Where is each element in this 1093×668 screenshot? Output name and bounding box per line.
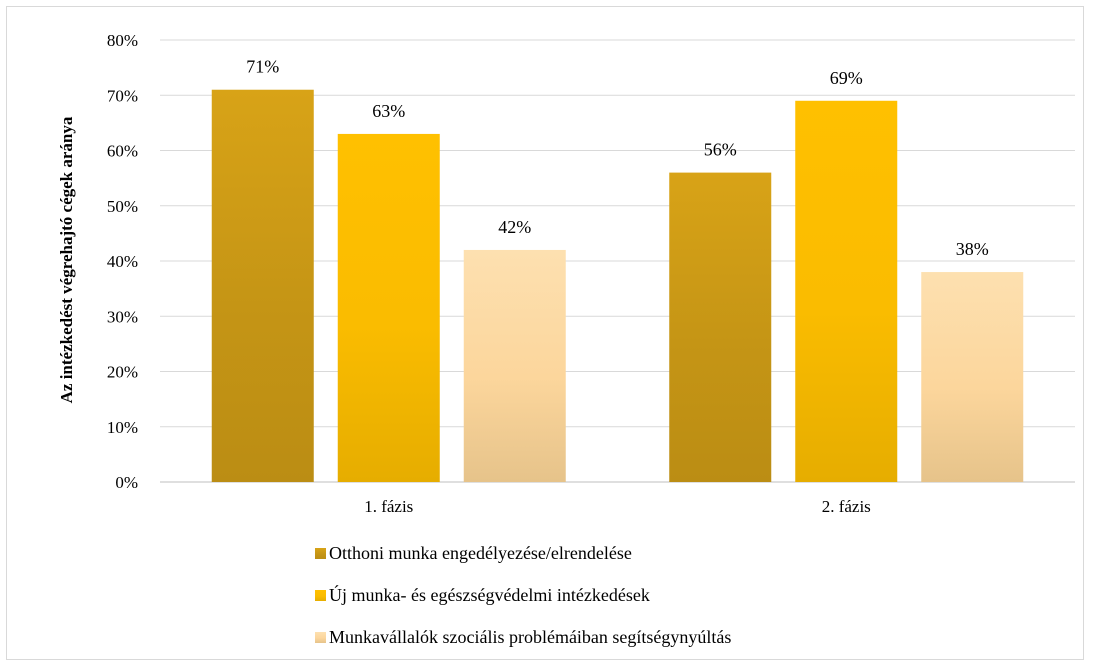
x-tick-label: 1. fázis [364, 497, 413, 516]
legend-swatch [315, 548, 326, 559]
bar [212, 90, 314, 482]
y-tick-label: 60% [107, 142, 138, 161]
y-axis-title: Az intézkedést végrehajtó cégek aránya [57, 116, 76, 403]
bar [464, 250, 566, 482]
data-label: 71% [246, 57, 279, 77]
y-tick-label: 0% [115, 473, 138, 492]
legend-label: Otthoni munka engedélyezése/elrendelése [329, 543, 632, 563]
legend-label: Munkavállalók szociális problémáiban seg… [329, 627, 731, 647]
legend: Otthoni munka engedélyezése/elrendelése Ú… [315, 543, 731, 647]
bar [669, 173, 771, 482]
y-tick-label: 70% [107, 86, 138, 105]
bar [921, 272, 1023, 482]
legend-label: Új munka- és egészségvédelmi intézkedése… [329, 584, 650, 605]
legend-swatch [315, 590, 326, 601]
legend-item: Otthoni munka engedélyezése/elrendelése [315, 543, 632, 563]
y-tick-label: 10% [107, 418, 138, 437]
data-label: 69% [830, 68, 863, 88]
y-tick-label: 20% [107, 363, 138, 382]
bar [795, 101, 897, 482]
data-label: 63% [372, 101, 405, 121]
y-tick-label: 50% [107, 197, 138, 216]
bar [338, 134, 440, 482]
y-tick-label: 80% [107, 31, 138, 50]
legend-item: Új munka- és egészségvédelmi intézkedése… [315, 584, 650, 605]
x-tick-label: 2. fázis [822, 497, 871, 516]
legend-item: Munkavállalók szociális problémáiban seg… [315, 627, 731, 647]
y-tick-label: 30% [107, 307, 138, 326]
x-axis-ticks: 1. fázis 2. fázis [364, 497, 871, 516]
data-label: 42% [498, 217, 531, 237]
bars [212, 90, 1024, 482]
y-tick-label: 40% [107, 252, 138, 271]
data-label: 56% [704, 140, 737, 160]
legend-swatch [315, 632, 326, 643]
data-label: 38% [956, 239, 989, 259]
y-axis-ticks: 0% 10% 20% 30% 40% 50% 60% 70% 80% [107, 31, 138, 492]
